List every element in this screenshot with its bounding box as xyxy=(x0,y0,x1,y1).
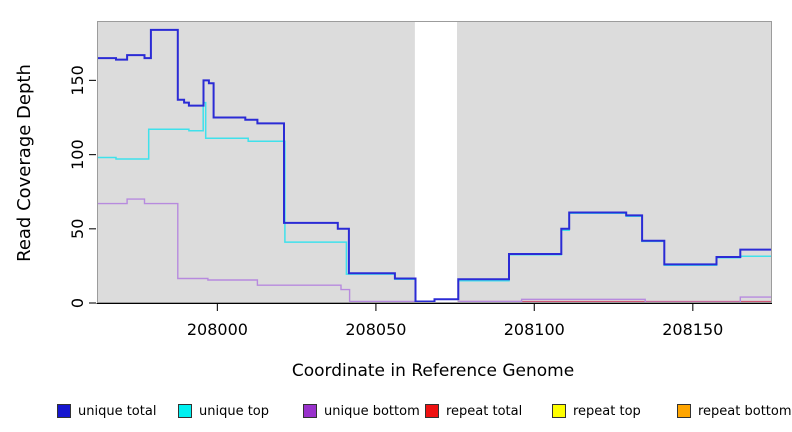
x-axis-label: Coordinate in Reference Genome xyxy=(291,361,575,381)
svg-text:100: 100 xyxy=(68,139,87,170)
legend-swatch-unique-top xyxy=(178,404,192,418)
svg-text:208000: 208000 xyxy=(187,320,248,339)
legend-item-unique-total: unique total xyxy=(57,401,156,421)
legend-item-unique-bottom: unique bottom xyxy=(303,401,420,421)
legend-swatch-repeat-total xyxy=(425,404,439,418)
legend-label: unique top xyxy=(199,403,270,419)
svg-text:150: 150 xyxy=(68,65,87,96)
legend-item-repeat-total: repeat total xyxy=(425,401,522,421)
svg-text:0: 0 xyxy=(68,298,87,308)
svg-text:208150: 208150 xyxy=(662,320,723,339)
legend-label: repeat bottom xyxy=(698,403,792,419)
legend: unique total unique top unique bottom re… xyxy=(0,398,792,424)
y-axis-label: Read Coverage Depth xyxy=(14,64,35,262)
legend-label: unique total xyxy=(78,403,157,419)
svg-text:50: 50 xyxy=(68,219,87,239)
legend-label: repeat top xyxy=(573,403,641,419)
legend-swatch-unique-bottom xyxy=(303,404,317,418)
svg-text:208100: 208100 xyxy=(504,320,565,339)
svg-text:208050: 208050 xyxy=(345,320,406,339)
legend-swatch-repeat-bottom xyxy=(677,404,691,418)
legend-swatch-repeat-top xyxy=(552,404,566,418)
legend-swatch-unique-total xyxy=(57,404,71,418)
legend-item-repeat-top: repeat top xyxy=(552,401,641,421)
legend-item-repeat-bottom: repeat bottom xyxy=(677,401,792,421)
legend-label: repeat total xyxy=(446,403,523,419)
legend-label: unique bottom xyxy=(324,403,420,419)
legend-item-unique-top: unique top xyxy=(178,401,269,421)
